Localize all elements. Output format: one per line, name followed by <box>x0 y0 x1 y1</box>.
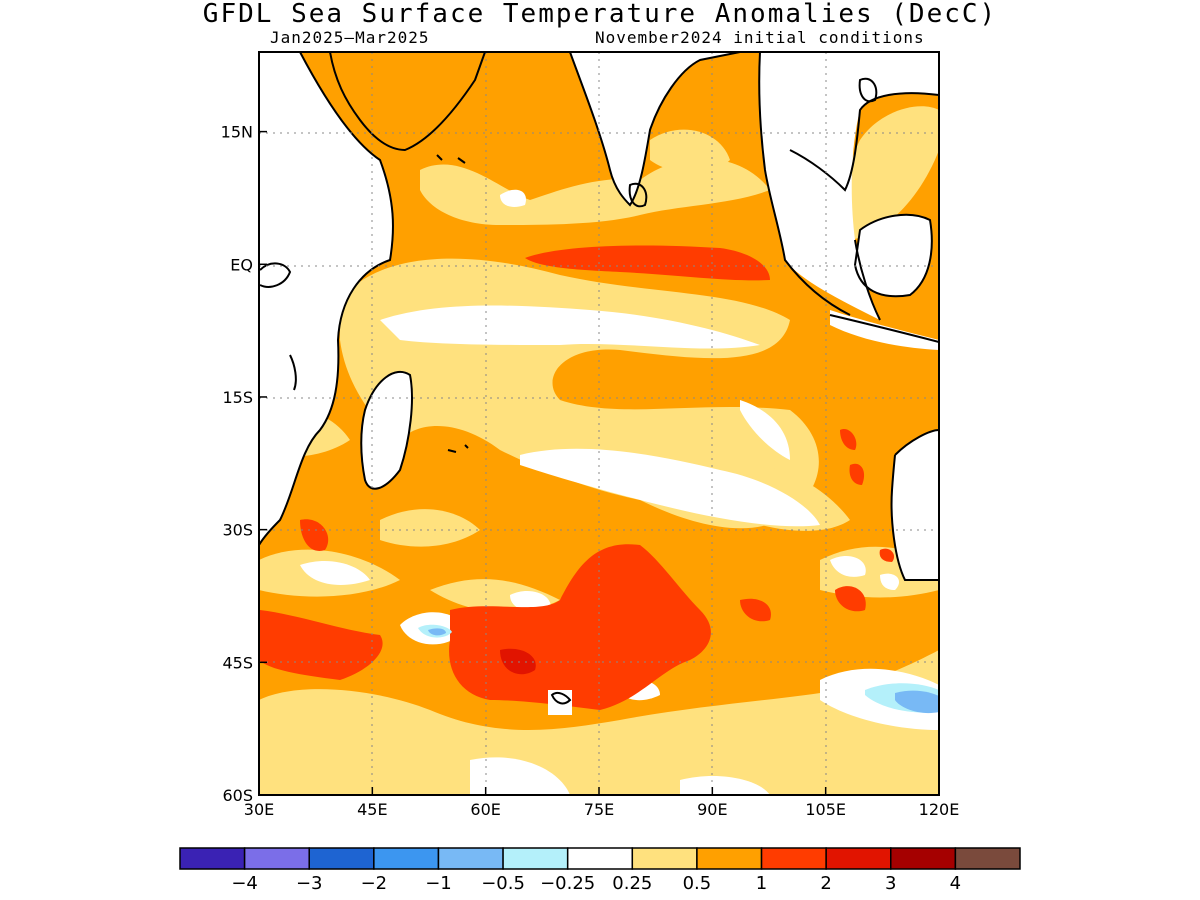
legend-swatch <box>760 847 827 870</box>
graticule <box>259 52 939 795</box>
legend-label: −3 <box>296 873 323 894</box>
legend-label: 1 <box>756 873 767 894</box>
legend-label: 4 <box>950 873 961 894</box>
lon-axis: 30E 45E 60E 75E 90E 105E 120E <box>244 787 960 819</box>
legend-label: −0.5 <box>481 873 525 894</box>
lat-axis: 15N EQ 15S 30S 45S 60S <box>221 123 267 805</box>
lat-tick-label: 60S <box>222 786 253 805</box>
coastlines <box>259 52 939 705</box>
lon-tick-label: 120E <box>919 800 960 819</box>
legend-swatch <box>954 847 1021 870</box>
legend-swatch <box>243 847 310 870</box>
legend-swatch <box>179 847 246 870</box>
lon-tick-label: 90E <box>697 800 727 819</box>
color-legend: −4 −3 −2 −1 −0.5 −0.25 0.25 0.5 1 2 3 4 <box>179 847 1021 894</box>
legend-label: 3 <box>885 873 896 894</box>
legend-swatch <box>890 847 957 870</box>
lat-tick-label: 30S <box>222 521 253 540</box>
legend-label: −2 <box>361 873 388 894</box>
legend-swatch <box>631 847 698 870</box>
legend-swatch <box>825 847 892 870</box>
legend-label: −1 <box>425 873 452 894</box>
forecast-period-label: Jan2025–Mar2025 <box>270 28 430 47</box>
lon-tick-label: 105E <box>805 800 846 819</box>
lon-tick-label: 60E <box>470 800 500 819</box>
land-masks <box>259 52 939 715</box>
lon-tick-label: 45E <box>357 800 387 819</box>
anomaly-field <box>259 52 939 795</box>
legend-swatch <box>696 847 763 870</box>
legend-label: −0.25 <box>540 873 595 894</box>
lat-tick-label: 15S <box>222 388 253 407</box>
lat-tick-label: 15N <box>221 123 253 142</box>
map-title: GFDL Sea Surface Temperature Anomalies (… <box>202 0 998 29</box>
legend-swatch <box>437 847 504 870</box>
legend-label: −4 <box>231 873 258 894</box>
legend-label: 0.5 <box>683 873 712 894</box>
anomaly-band-negative <box>418 624 939 714</box>
legend-swatch <box>373 847 440 870</box>
initial-conditions-label: November2024 initial conditions <box>595 28 925 47</box>
legend-swatch <box>502 847 569 870</box>
lat-tick-label: 45S <box>222 653 253 672</box>
lat-tick-label: EQ <box>230 255 253 274</box>
legend-label: 0.25 <box>612 873 652 894</box>
legend-label: 2 <box>820 873 831 894</box>
lon-tick-label: 75E <box>584 800 614 819</box>
legend-swatch <box>308 847 375 870</box>
legend-swatch <box>566 847 634 870</box>
lon-tick-label: 30E <box>244 800 274 819</box>
anomaly-band-2-3 <box>500 648 536 675</box>
